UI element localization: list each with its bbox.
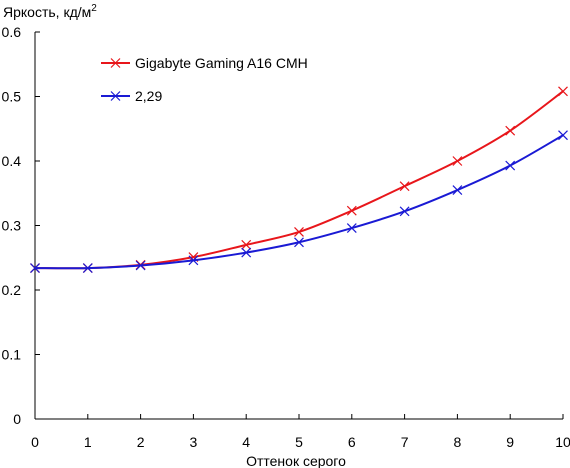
x-tick-label: 7 <box>401 434 409 450</box>
legend-item: 2,29 <box>101 88 162 104</box>
data-point-marker <box>558 130 568 141</box>
data-point-marker <box>346 223 357 234</box>
y-axis-title-superscript: 2 <box>91 3 97 14</box>
x-tick-label: 3 <box>190 434 198 450</box>
x-tick-label: 4 <box>242 434 250 450</box>
data-point-marker <box>241 247 252 258</box>
data-point-marker <box>452 185 463 195</box>
series-1 <box>30 86 568 273</box>
x-tick-label: 9 <box>506 434 514 450</box>
data-point-marker <box>241 239 252 250</box>
axes <box>34 32 563 420</box>
legend-label: Gigabyte Gaming A16 CMH <box>135 55 308 71</box>
y-tick-label: 0 <box>13 411 21 427</box>
data-point-marker <box>82 263 93 273</box>
x-tick-label: 6 <box>348 434 356 450</box>
legend-label: 2,29 <box>135 88 162 104</box>
x-ticks: 0 1 2 3 4 5 6 7 8 9 10 <box>31 414 570 450</box>
y-tick-label: 0.6 <box>2 24 22 40</box>
data-point-marker <box>399 181 410 192</box>
data-point-marker <box>452 156 463 166</box>
legend-item: Gigabyte Gaming A16 CMH <box>101 55 308 71</box>
data-point-marker <box>399 206 410 217</box>
x-tick-label: 10 <box>555 434 570 450</box>
y-tick-label: 0.4 <box>2 153 22 169</box>
data-point-marker <box>30 263 40 273</box>
y-axis-title: Яркость, кд/м2 <box>3 3 97 20</box>
data-point-marker <box>505 125 516 136</box>
data-point-marker <box>505 160 516 171</box>
legend: Gigabyte Gaming A16 CMH 2,29 <box>101 55 308 104</box>
y-tick-label: 0.5 <box>2 89 22 105</box>
series-layer <box>30 86 568 273</box>
x-tick-label: 0 <box>31 434 39 450</box>
data-point-marker <box>294 227 304 237</box>
data-point-marker <box>188 255 199 266</box>
legend-swatch-marker <box>110 91 121 101</box>
data-point-marker <box>294 237 304 248</box>
series-2 <box>30 130 568 273</box>
y-ticks: 0 0.1 0.2 0.3 0.4 0.5 0.6 <box>2 24 40 427</box>
y-tick-label: 0.2 <box>2 282 22 298</box>
x-tick-label: 5 <box>295 434 303 450</box>
x-tick-label: 2 <box>137 434 145 450</box>
y-tick-label: 0.1 <box>2 347 22 363</box>
legend-swatch-marker <box>110 58 121 68</box>
data-point-marker <box>346 205 357 216</box>
series-line <box>34 134 564 270</box>
data-point-marker <box>135 260 146 271</box>
x-tick-label: 8 <box>454 434 462 450</box>
x-tick-label: 1 <box>84 434 92 450</box>
x-axis-title: Оттенок серого <box>246 453 346 468</box>
y-tick-label: 0.3 <box>2 218 22 234</box>
data-point-marker <box>558 86 568 97</box>
